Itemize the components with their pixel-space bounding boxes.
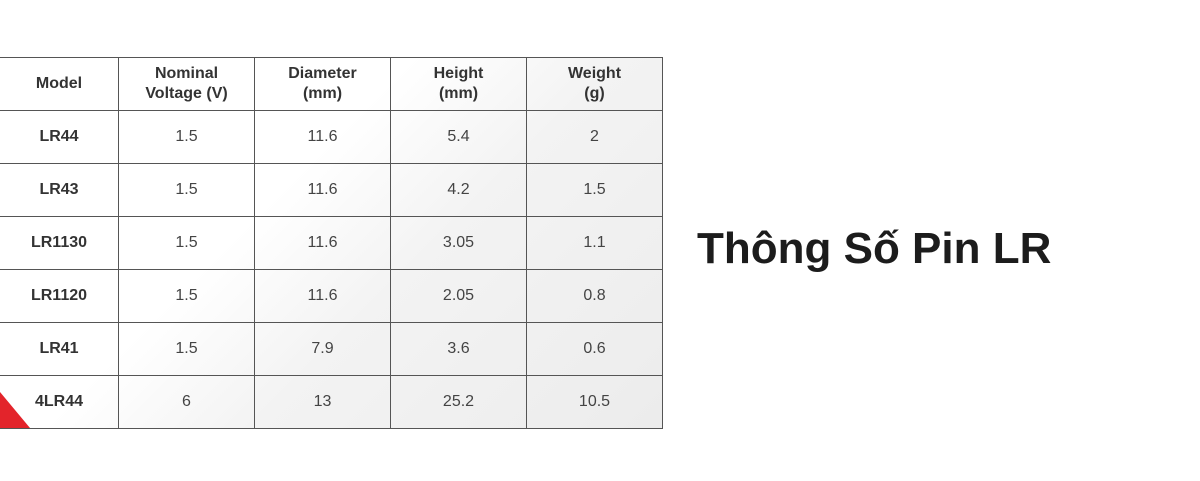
cell-diameter: 7.9 <box>254 322 391 376</box>
cell-weight: 10.5 <box>526 375 663 429</box>
table-header-row: Model Nominal Voltage (V) Diameter (mm) … <box>0 57 663 111</box>
table-row: LR1120 1.5 11.6 2.05 0.8 <box>0 269 663 323</box>
header-height: Height (mm) <box>390 57 527 111</box>
cell-model: LR41 <box>0 322 119 376</box>
table-row: LR43 1.5 11.6 4.2 1.5 <box>0 163 663 217</box>
cell-model: LR43 <box>0 163 119 217</box>
cell-diameter: 11.6 <box>254 269 391 323</box>
cell-voltage: 1.5 <box>118 110 255 164</box>
cell-weight: 0.6 <box>526 322 663 376</box>
cell-diameter: 13 <box>254 375 391 429</box>
cell-height: 25.2 <box>390 375 527 429</box>
cell-height: 2.05 <box>390 269 527 323</box>
cell-voltage: 1.5 <box>118 163 255 217</box>
cell-model: LR44 <box>0 110 119 164</box>
cell-voltage: 1.5 <box>118 269 255 323</box>
table-row: 4LR44 6 13 25.2 10.5 <box>0 375 663 429</box>
table-row: LR44 1.5 11.6 5.4 2 <box>0 110 663 164</box>
battery-spec-table: Model Nominal Voltage (V) Diameter (mm) … <box>0 57 663 429</box>
cell-model: LR1130 <box>0 216 119 270</box>
header-diameter: Diameter (mm) <box>254 57 391 111</box>
header-model: Model <box>0 57 119 111</box>
cell-weight: 1.5 <box>526 163 663 217</box>
table-row: LR1130 1.5 11.6 3.05 1.1 <box>0 216 663 270</box>
cell-diameter: 11.6 <box>254 163 391 217</box>
cell-height: 4.2 <box>390 163 527 217</box>
header-voltage: Nominal Voltage (V) <box>118 57 255 111</box>
cell-voltage: 1.5 <box>118 216 255 270</box>
cell-voltage: 6 <box>118 375 255 429</box>
table-row: LR41 1.5 7.9 3.6 0.6 <box>0 322 663 376</box>
cell-model: 4LR44 <box>0 375 119 429</box>
cell-height: 3.6 <box>390 322 527 376</box>
cell-height: 5.4 <box>390 110 527 164</box>
cell-diameter: 11.6 <box>254 216 391 270</box>
page-title: Thông Số Pin LR <box>697 224 1052 273</box>
red-corner-decoration <box>0 392 30 428</box>
cell-model: LR1120 <box>0 269 119 323</box>
cell-weight: 1.1 <box>526 216 663 270</box>
header-weight: Weight (g) <box>526 57 663 111</box>
cell-weight: 0.8 <box>526 269 663 323</box>
cell-diameter: 11.6 <box>254 110 391 164</box>
cell-height: 3.05 <box>390 216 527 270</box>
cell-voltage: 1.5 <box>118 322 255 376</box>
cell-weight: 2 <box>526 110 663 164</box>
